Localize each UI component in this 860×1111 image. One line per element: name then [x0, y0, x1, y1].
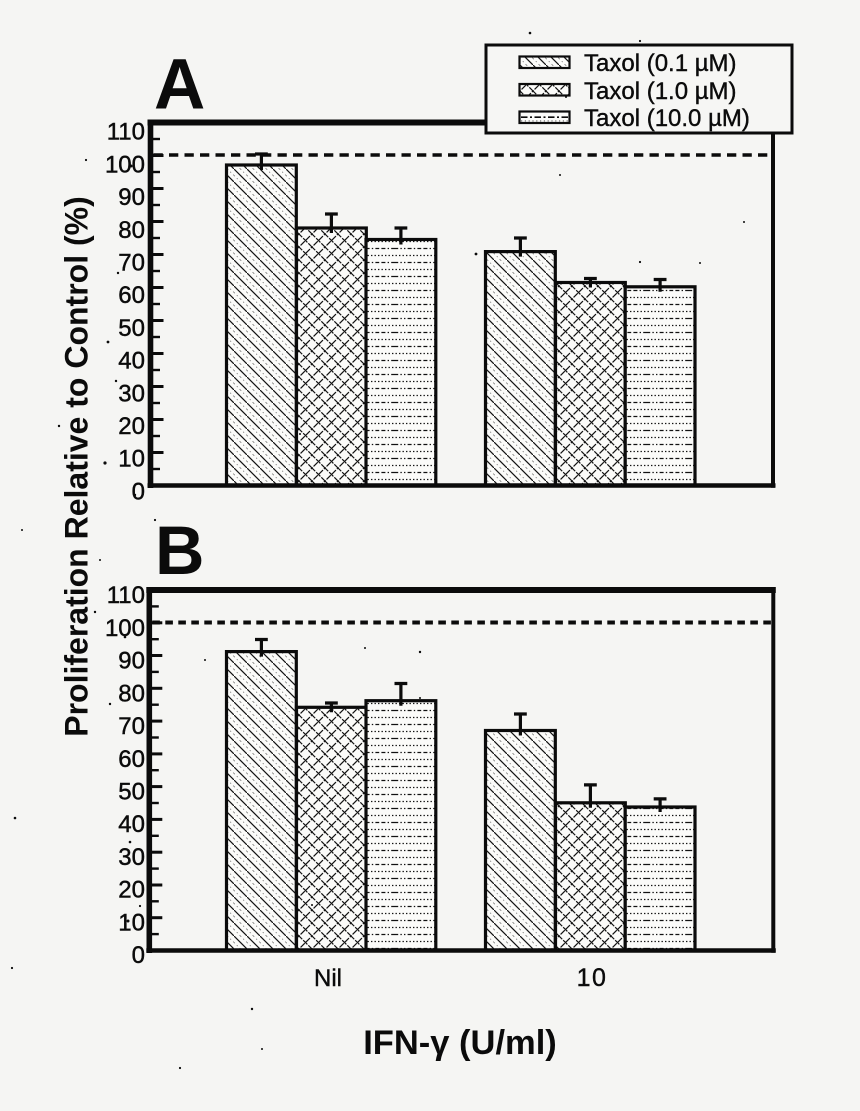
svg-text:20: 20	[118, 877, 145, 904]
svg-text:80: 80	[118, 217, 145, 244]
svg-text:A: A	[154, 46, 205, 125]
svg-text:50: 50	[118, 315, 145, 342]
svg-text:10: 10	[118, 446, 145, 473]
svg-text:90: 90	[118, 648, 145, 675]
svg-text:40: 40	[118, 348, 145, 375]
svg-text:30: 30	[118, 844, 145, 871]
svg-text:50: 50	[118, 779, 145, 806]
svg-text:60: 60	[118, 746, 145, 773]
svg-text:Taxol (0.1 µM): Taxol (0.1 µM)	[584, 50, 737, 77]
svg-text:40: 40	[118, 811, 145, 838]
svg-text:B: B	[155, 512, 204, 589]
svg-text:110: 110	[107, 582, 145, 609]
svg-text:90: 90	[118, 184, 145, 211]
svg-text:70: 70	[118, 250, 145, 277]
svg-text:0: 0	[132, 478, 145, 505]
svg-text:0: 0	[132, 942, 145, 969]
svg-text:110: 110	[107, 119, 145, 146]
svg-text:80: 80	[118, 680, 145, 707]
svg-text:100: 100	[105, 151, 145, 178]
svg-text:20: 20	[118, 413, 145, 440]
svg-text:70: 70	[118, 713, 145, 740]
svg-text:10: 10	[577, 964, 608, 992]
svg-text:10: 10	[118, 909, 145, 936]
svg-text:Taxol (10.0 µM): Taxol (10.0 µM)	[584, 105, 750, 132]
svg-text:IFN-γ (U/ml): IFN-γ (U/ml)	[363, 1024, 557, 1062]
svg-text:60: 60	[118, 282, 145, 309]
svg-text:Nil: Nil	[314, 965, 342, 992]
svg-text:30: 30	[118, 380, 145, 407]
svg-text:Taxol (1.0 µM): Taxol (1.0 µM)	[584, 78, 737, 105]
svg-text:Proliferation Relative to Cont: Proliferation Relative to Control (%)	[59, 196, 95, 736]
